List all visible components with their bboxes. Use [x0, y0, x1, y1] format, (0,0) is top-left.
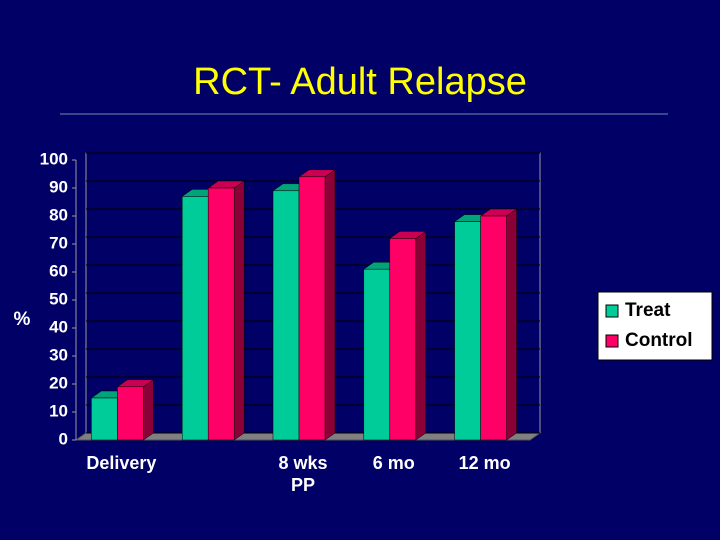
bar-group [207, 180, 245, 441]
y-axis-label: % [14, 309, 31, 330]
y-tick-label: 70 [49, 233, 68, 252]
legend-swatch [605, 304, 619, 318]
bar-group [479, 208, 518, 441]
legend-label: Treat [625, 300, 671, 321]
legend [597, 291, 713, 361]
bar [181, 196, 209, 441]
bar [272, 190, 300, 441]
bar [454, 221, 481, 441]
y-tick-label: 40 [49, 317, 68, 336]
bar-side [506, 208, 517, 441]
y-tick-label: 30 [49, 345, 68, 364]
x-tick-label: 12 mo [458, 453, 511, 473]
x-tick-label: 6 mo [372, 453, 415, 473]
bar-group [116, 379, 155, 441]
bar [91, 397, 118, 441]
y-tick-label: 50 [49, 289, 68, 308]
bar-side [143, 379, 154, 441]
bar-side [415, 230, 427, 441]
bar-side [324, 169, 336, 441]
y-tick-label: 60 [49, 261, 68, 280]
legend-label: Control [625, 330, 693, 351]
bar-side [233, 180, 245, 441]
bar-group [298, 169, 336, 441]
y-tick-label: 0 [59, 429, 68, 448]
y-tick-label: 80 [49, 205, 68, 224]
legend-swatch [605, 334, 619, 348]
y-tick-label: 100 [40, 149, 68, 168]
bar [389, 238, 417, 441]
bar [117, 386, 144, 441]
bar [480, 215, 507, 441]
x-tick-label: Delivery [86, 453, 157, 473]
y-tick-label: 10 [49, 401, 68, 420]
bar [207, 187, 235, 441]
y-tick-label: 90 [49, 177, 68, 196]
bar-group [389, 230, 427, 441]
bar [363, 268, 391, 441]
x-tick-label: 8 wks PP [278, 453, 328, 495]
chart-title: RCT- Adult Relapse [193, 61, 527, 103]
y-tick-label: 20 [49, 373, 68, 392]
bar [298, 176, 326, 441]
